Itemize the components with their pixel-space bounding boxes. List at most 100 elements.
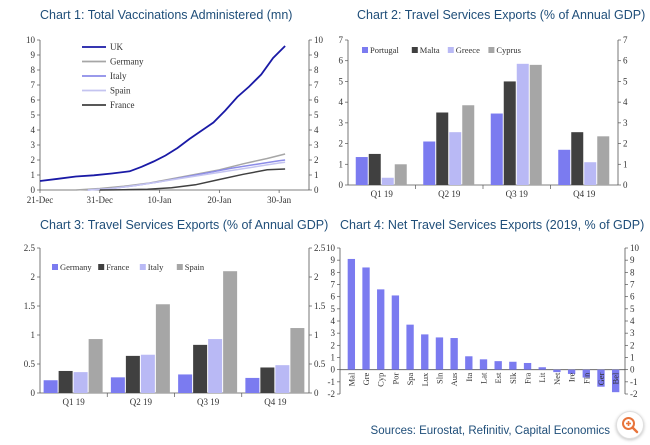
chart4-bar: [347, 258, 356, 370]
chart4-bar: [465, 356, 473, 370]
zoom-button[interactable]: [616, 411, 644, 439]
chart3-ytick-label-left: 0: [31, 388, 36, 398]
chart2-bar-cyprus: [462, 105, 475, 185]
chart1-xtick-label: 31-Dec: [87, 195, 114, 205]
chart3-bar-spain: [223, 271, 238, 393]
chart2-ytick-label-right: 5: [623, 76, 628, 86]
chart4-bar: [523, 362, 532, 370]
chart3-ytick-label-right: 1: [314, 330, 319, 340]
chart4-bar: [567, 369, 576, 374]
chart1-ytick-label-left: 8: [31, 65, 36, 75]
chart3-legend-swatch: [139, 264, 146, 270]
chart4-ytick-label-left: 10: [326, 243, 336, 253]
chart4-xtick-label: Slk: [508, 372, 518, 384]
chart2-legend-swatch: [411, 47, 418, 53]
chart1-xtick-label: 20-Jan: [207, 195, 231, 205]
chart3-bar-spain: [290, 328, 305, 393]
chart3-bar-italy: [208, 339, 223, 393]
chart4-ytick-label-left: 0: [331, 365, 336, 375]
chart4-ytick-label-left: 7: [331, 280, 336, 290]
chart1-ytick-label-right: 10: [314, 35, 324, 45]
chart2-legend-swatch: [488, 47, 495, 53]
chart2-xtick-label: Q2 19: [438, 189, 461, 199]
chart4-xtick-label: Net: [552, 372, 562, 385]
chart3-xtick-label: Q1 19: [63, 397, 86, 407]
chart2-bar-greece: [381, 177, 394, 185]
chart2-ytick-label-right: 3: [623, 118, 628, 128]
chart1-xtick-label: 30-Jan: [267, 195, 291, 205]
chart3-bar-spain: [88, 339, 103, 393]
chart3-bar-germany: [245, 377, 260, 393]
chart3-ytick-label-left: 1: [31, 330, 36, 340]
chart3-ytick-label-left: 0.5: [24, 359, 36, 369]
chart3-ytick-label-left: 2.5: [24, 243, 36, 253]
chart1-ytick-label-left: 3: [31, 140, 36, 150]
chart2-ytick-label-right: 0: [623, 180, 628, 190]
chart3-bar-italy: [140, 354, 155, 393]
chart1-ytick-label-right: 9: [314, 50, 319, 60]
chart1-series-spain: [87, 161, 286, 191]
chart2-ytick-label-right: 1: [623, 159, 628, 169]
chart4-bar: [435, 337, 444, 370]
chart3-bar-france: [193, 344, 208, 393]
chart1-ytick-label-left: 2: [31, 155, 36, 165]
chart1-legend-label: Germany: [110, 57, 144, 67]
chart3-legend-label: Germany: [60, 262, 92, 272]
chart2-ytick-label-left: 6: [339, 56, 344, 66]
chart3-xtick-label: Q3 19: [197, 397, 220, 407]
chart3-legend-swatch: [176, 264, 183, 270]
chart4-xtick-label: Ger: [596, 373, 606, 386]
chart1-legend-label: Italy: [110, 71, 127, 81]
chart4-xtick-label: Aus: [449, 373, 459, 387]
chart4-xtick-label: Gre: [361, 372, 371, 385]
chart4-bar: [538, 367, 546, 370]
chart3-bar-france: [125, 355, 140, 393]
chart4-ytick-label-left: 9: [331, 255, 336, 265]
chart1-title: Chart 1: Total Vaccinations Administered…: [40, 8, 293, 22]
chart2-ytick-label-right: 6: [623, 56, 628, 66]
chart1-ytick-label-left: 10: [26, 35, 36, 45]
chart4-ytick-label-right: -1: [630, 377, 638, 387]
chart2-bar-cyprus: [529, 64, 542, 185]
chart1-ytick-label-right: 7: [314, 80, 319, 90]
chart1-ytick-label-left: 7: [31, 80, 36, 90]
chart4-ytick-label-right: 3: [630, 328, 635, 338]
chart3-xtick-label: Q2 19: [130, 397, 153, 407]
chart1-xtick-label: 21-Dec: [27, 195, 54, 205]
chart2-legend-swatch: [362, 47, 368, 53]
chart2-legend-swatch: [447, 47, 454, 53]
chart1-ytick-label-right: 6: [314, 95, 319, 105]
chart1-ytick-label-right: 5: [314, 110, 319, 120]
chart3-legend-swatch: [52, 264, 58, 270]
chart1-series-uk: [39, 45, 286, 182]
chart2-bar-greece: [449, 132, 462, 185]
chart1-ytick-label-right: 0: [314, 185, 319, 195]
chart4-bar: [406, 324, 414, 370]
chart4-bar: [494, 361, 502, 370]
chart4-ytick-label-left: -1: [328, 377, 336, 387]
chart4-ytick-label-right: 9: [630, 255, 635, 265]
chart3-ytick-label-right: 2: [314, 272, 319, 282]
chart2-ytick-label-left: 7: [339, 35, 344, 45]
chart4-bar: [391, 295, 400, 370]
chart4-xtick-label: Fin: [581, 372, 591, 384]
chart2-ytick-label-left: 4: [339, 97, 344, 107]
chart4-xtick-label: Cyp: [376, 373, 386, 387]
chart3-bar-italy: [275, 365, 290, 393]
chart3-xtick-label: Q4 19: [264, 397, 287, 407]
chart3-title: Chart 3: Travel Services Exports (% of A…: [40, 218, 329, 232]
chart1-ytick-label-right: 3: [314, 140, 319, 150]
chart4-xtick-label: Ita: [464, 372, 474, 381]
chart2-bar-cyprus: [597, 136, 610, 185]
chart4-ytick-label-left: 6: [331, 292, 336, 302]
chart4-ytick-label-right: -2: [630, 389, 638, 399]
chart3-bar-germany: [178, 374, 193, 393]
chart3-bar-spain: [155, 304, 170, 393]
chart3-ytick-label-right: 2.5: [314, 243, 326, 253]
chart4-bar: [553, 369, 561, 373]
chart2-bar-cyprus: [394, 164, 407, 185]
chart1-ytick-label-right: 1: [314, 170, 319, 180]
chart1-ytick-label-right: 4: [314, 125, 319, 135]
chart2-bar-malta: [436, 112, 449, 185]
